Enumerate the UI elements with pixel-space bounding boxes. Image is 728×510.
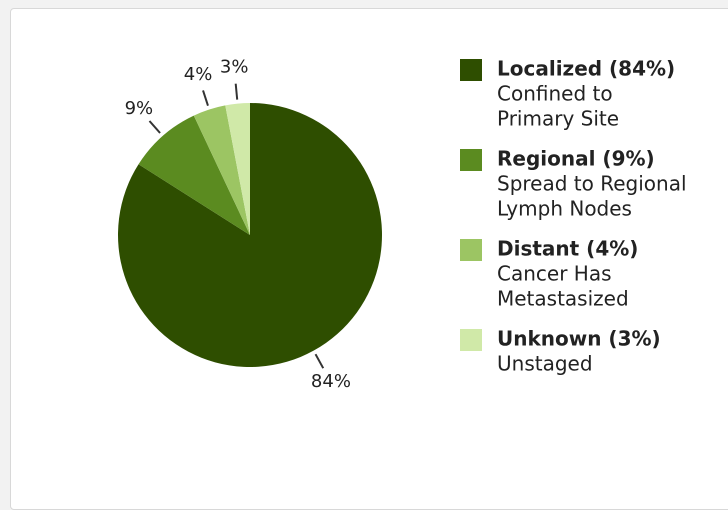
- chart: 84% 9% 4% 3% Localized (84%)Confined toPrima…: [118, 57, 687, 392]
- legend-swatch: [460, 239, 482, 261]
- legend-label: Localized (84%): [497, 57, 675, 81]
- data-label: 9%: [125, 98, 154, 119]
- leader-line: [202, 90, 209, 106]
- legend-swatch: [460, 59, 482, 81]
- data-label: 84%: [311, 371, 351, 392]
- legend-label: Unknown (3%): [497, 327, 661, 351]
- leader-line: [314, 353, 325, 369]
- legend-description: Confined to: [497, 82, 613, 106]
- data-label: 4%: [184, 64, 213, 85]
- data-label: 3%: [220, 57, 249, 78]
- pie-slice: [193, 105, 250, 236]
- legend-description: Lymph Nodes: [497, 197, 632, 221]
- legend-label: Distant (4%): [497, 237, 638, 261]
- legend-description: Cancer Has: [497, 262, 612, 286]
- legend-swatch: [460, 329, 482, 351]
- legend-description: Spread to Regional: [497, 172, 687, 196]
- legend-label: Regional (9%): [497, 147, 655, 171]
- leader-line: [148, 120, 161, 134]
- legend-description: Metastasized: [497, 287, 629, 311]
- pie-slice: [138, 115, 250, 235]
- page: {"chart_data": {"type": "pie", "categori…: [10, 8, 728, 510]
- pie-slice: [118, 103, 383, 368]
- pie-slice: [225, 103, 250, 235]
- legend-description: Primary Site: [497, 107, 619, 131]
- legend-description: Unstaged: [497, 352, 593, 376]
- legend-swatch: [460, 149, 482, 171]
- leader-line: [234, 83, 239, 100]
